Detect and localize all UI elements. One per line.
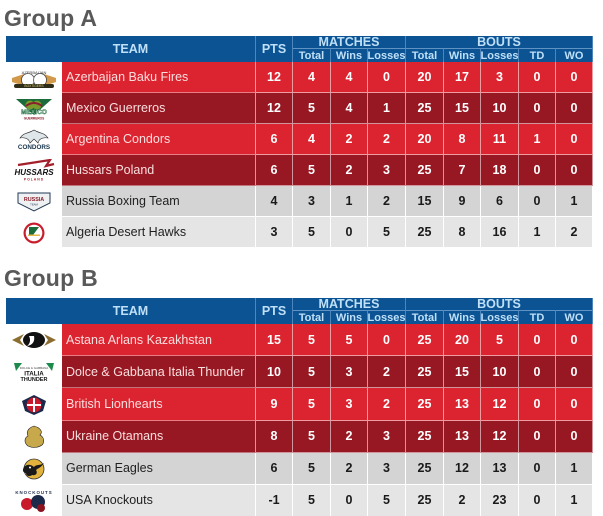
svg-text:DOLCE & GABBANA: DOLCE & GABBANA [20,366,49,370]
svg-text:HUSSARS: HUSSARS [14,168,54,177]
svg-text:MEXICO: MEXICO [21,109,47,116]
svg-text:GUERREROS: GUERREROS [24,116,45,120]
svg-text:TEAM: TEAM [30,202,38,206]
svg-text:BOXTIGERS: BOXTIGERS [24,84,44,88]
svg-text:KNOCKOUTS: KNOCKOUTS [15,490,52,495]
svg-text:POLAND: POLAND [24,177,44,181]
svg-text:THUNDER: THUNDER [21,377,48,383]
svg-text:CONDORS: CONDORS [18,144,50,151]
